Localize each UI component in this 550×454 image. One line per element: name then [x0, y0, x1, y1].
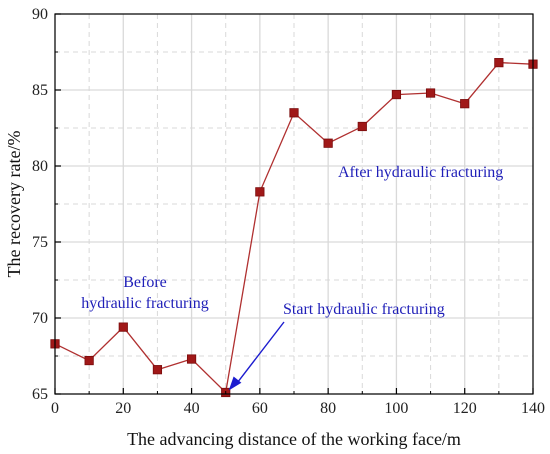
- data-point: [255, 187, 265, 197]
- annotation-start: Start hydraulic fracturing: [228, 301, 445, 391]
- annotation-after: After hydraulic fracturing: [338, 164, 503, 181]
- data-point: [118, 322, 128, 332]
- x-axis-title: The advancing distance of the working fa…: [127, 429, 461, 449]
- x-tick-label: 20: [115, 400, 131, 417]
- data-point: [425, 88, 436, 98]
- data-point: [391, 89, 402, 100]
- x-tick-label: 60: [252, 400, 268, 417]
- y-tick-label: 65: [32, 386, 48, 403]
- annotation-before-line2: hydraulic fracturing: [81, 295, 209, 312]
- arrow-head: [228, 376, 242, 391]
- grid-lines: [54, 13, 534, 395]
- arrow-shaft: [236, 321, 285, 384]
- y-tick-label: 75: [32, 234, 48, 251]
- data-point: [84, 355, 94, 366]
- data-point: [152, 365, 163, 375]
- x-tick-label: 40: [184, 400, 200, 417]
- axis-ticks: [54, 13, 534, 395]
- annotation-before: Before hydraulic fracturing: [81, 274, 209, 312]
- data-point: [460, 99, 470, 109]
- data-point: [494, 58, 504, 68]
- annotation-start-text: Start hydraulic fracturing: [283, 301, 445, 318]
- y-tick-label: 80: [32, 158, 48, 175]
- annotation-start-arrow: [228, 321, 285, 391]
- data-point: [357, 121, 367, 132]
- y-tick-labels: 65 70 75 80 85 90: [32, 6, 48, 403]
- x-tick-label: 100: [384, 400, 408, 417]
- data-point: [323, 138, 333, 148]
- y-tick-label: 90: [32, 6, 48, 23]
- x-tick-label: 0: [51, 400, 59, 417]
- data-point: [289, 108, 299, 118]
- x-tick-labels: 0 20 40 60 80 100 120 140: [51, 400, 545, 417]
- annotation-before-line1: Before: [123, 274, 167, 291]
- x-tick-label: 140: [521, 400, 545, 417]
- annotation-after-text: After hydraulic fracturing: [338, 164, 503, 181]
- data-marker-layer: [50, 58, 538, 398]
- y-axis-title: The recovery rate/%: [4, 131, 24, 278]
- x-tick-label: 120: [453, 400, 477, 417]
- x-tick-label: 80: [320, 400, 336, 417]
- data-point: [186, 354, 197, 364]
- y-tick-label: 70: [32, 310, 48, 327]
- y-tick-label: 85: [32, 82, 48, 99]
